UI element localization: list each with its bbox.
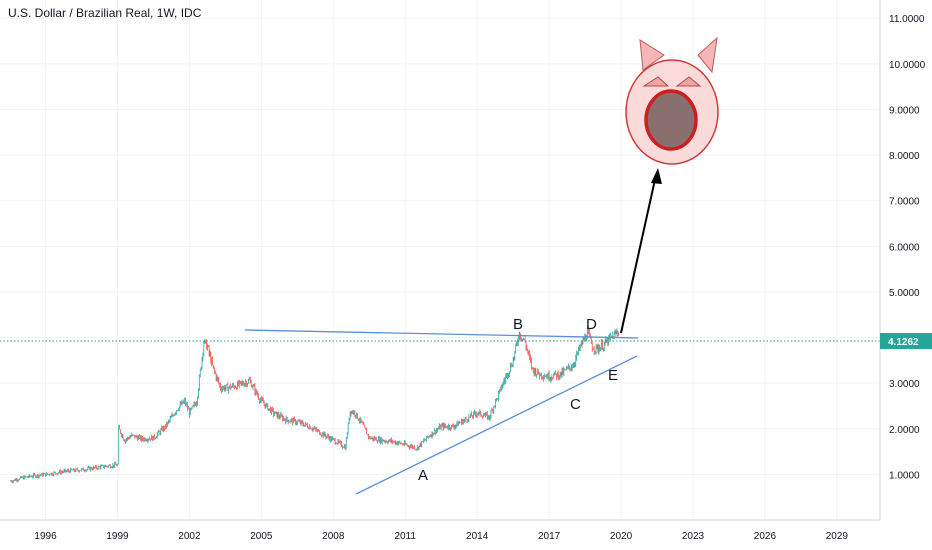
y-tick-label: 11.0000 xyxy=(889,14,925,25)
lower-trendline[interactable] xyxy=(355,355,638,495)
x-tick-label: 2014 xyxy=(466,531,489,542)
arrow-head xyxy=(651,168,662,184)
wave-label-a: A xyxy=(418,467,428,484)
left-eye xyxy=(642,76,670,87)
x-tick-label: 2026 xyxy=(754,531,777,542)
y-tick-label: 9.0000 xyxy=(889,105,920,116)
y-tick-label: 3.0000 xyxy=(889,379,920,390)
wave-label-c: C xyxy=(570,396,581,413)
x-tick-label: 2023 xyxy=(682,531,705,542)
x-tick-label: 1996 xyxy=(34,531,57,542)
wave-label-e: E xyxy=(608,367,618,384)
wave-label-d: D xyxy=(586,316,597,333)
y-tick-label: 5.0000 xyxy=(889,288,920,299)
y-tick-label: 1.0000 xyxy=(889,470,920,481)
price-axis[interactable]: 1.00002.00003.00004.00005.00006.00007.00… xyxy=(889,14,926,481)
y-tick-label: 10.0000 xyxy=(889,60,926,71)
wave-labels: A B C D E xyxy=(418,316,618,484)
last-price-label: 4.1262 xyxy=(888,337,919,348)
y-tick-label: 6.0000 xyxy=(889,242,920,253)
wave-label-b: B xyxy=(513,316,523,333)
grid xyxy=(0,0,880,520)
pig-mouth xyxy=(644,89,698,151)
x-tick-label: 2005 xyxy=(250,531,273,542)
projection-arrow[interactable] xyxy=(620,174,657,334)
time-axis[interactable]: 1996 1999 2002 2005 2008 2011 2014 2017 2020 2023… xyxy=(34,531,848,542)
last-price-tag: 4.1262 xyxy=(880,333,932,349)
chart-title: U.S. Dollar / Brazilian Real, 1W, IDC xyxy=(8,6,202,20)
upper-trendline[interactable] xyxy=(244,329,639,339)
x-tick-label: 1999 xyxy=(106,531,129,542)
y-tick-label: 2.0000 xyxy=(889,425,920,436)
x-tick-label: 2020 xyxy=(610,531,633,542)
y-tick-label: 7.0000 xyxy=(889,197,920,208)
y-tick-label: 8.0000 xyxy=(889,151,920,162)
x-tick-label: 2029 xyxy=(826,531,849,542)
x-tick-label: 2011 xyxy=(394,531,416,542)
pig-face-drawing[interactable] xyxy=(625,36,719,165)
drawings xyxy=(0,36,880,495)
x-tick-label: 2008 xyxy=(322,531,345,542)
right-eye xyxy=(675,76,702,87)
candle-series xyxy=(10,325,620,484)
left-ear xyxy=(639,39,665,71)
x-tick-label: 2017 xyxy=(538,531,561,542)
x-tick-label: 2002 xyxy=(178,531,201,542)
right-ear xyxy=(697,36,718,74)
